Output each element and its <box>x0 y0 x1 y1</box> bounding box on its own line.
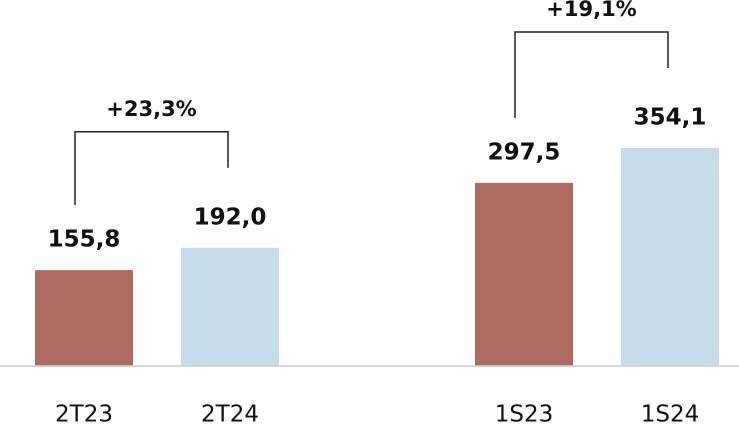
data-label: 354,1 <box>634 105 707 131</box>
annotation: +19,1% <box>546 0 636 21</box>
bracket <box>74 131 229 206</box>
data-label: 155,8 <box>48 227 121 253</box>
x-tick-label: 2T23 <box>55 402 113 428</box>
x-tick-label: 2T24 <box>201 402 259 428</box>
bar <box>475 182 573 366</box>
bracket <box>514 31 669 118</box>
bar <box>621 148 719 366</box>
x-tick-label: 1S24 <box>641 402 700 428</box>
annotation: +23,3% <box>106 97 196 121</box>
x-tick-label: 1S23 <box>495 402 554 428</box>
data-label: 297,5 <box>488 139 561 165</box>
data-label: 192,0 <box>194 204 267 230</box>
bar <box>181 247 279 366</box>
bar <box>35 270 133 366</box>
